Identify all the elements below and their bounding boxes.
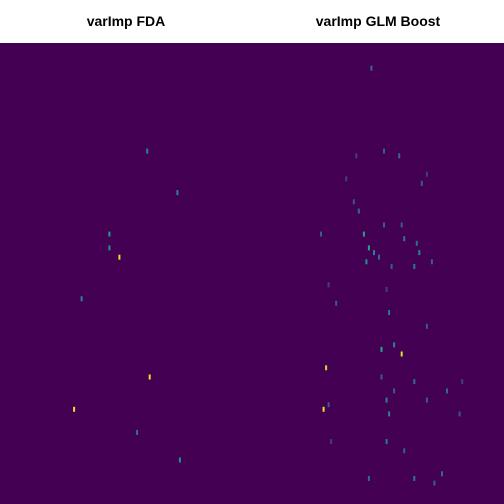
- heatmap-cell: [461, 379, 464, 385]
- heatmap-plot-area: [0, 43, 504, 504]
- heatmap-cell: [385, 286, 388, 292]
- heatmap-cell: [413, 263, 416, 269]
- heatmap-cell: [413, 475, 416, 481]
- heatmap-cell: [118, 254, 121, 260]
- heatmap-cell: [433, 480, 436, 486]
- heatmap-cell: [355, 153, 358, 159]
- heatmap-cell: [418, 250, 421, 256]
- heatmap-cell: [327, 282, 330, 288]
- heatmap-cell: [425, 171, 428, 177]
- heatmap-cell: [420, 180, 423, 186]
- heatmap-cell: [441, 471, 443, 477]
- heatmap-cell: [146, 148, 149, 154]
- heatmap-cell: [388, 411, 391, 417]
- heatmap-cell: [383, 148, 385, 154]
- heatmap-cell: [400, 222, 403, 228]
- heatmap-cell: [373, 250, 375, 256]
- heatmap-cell: [413, 379, 416, 385]
- heatmap-cell: [380, 374, 383, 380]
- heatmap-cell: [380, 346, 383, 352]
- heatmap-cell: [176, 190, 179, 196]
- heatmap-cell: [80, 296, 83, 302]
- heatmap-cell: [327, 402, 330, 408]
- heatmap-cell: [400, 351, 403, 357]
- heatmap-cell: [403, 236, 406, 242]
- heatmap-cell: [388, 310, 391, 315]
- heatmap-cell: [345, 176, 348, 182]
- heatmap-cell: [357, 208, 360, 214]
- heatmap-cell: [385, 439, 388, 445]
- heatmap-cell: [393, 342, 396, 348]
- heatmap-cell: [325, 365, 328, 371]
- heatmap-cell: [383, 222, 385, 228]
- heatmap-cell: [425, 397, 428, 403]
- heatmap-cell: [415, 240, 418, 246]
- heatmap-cell: [367, 475, 370, 481]
- heatmap-fda-cells: [73, 148, 181, 463]
- heatmap-cell: [352, 199, 355, 205]
- heatmap-cell: [458, 411, 461, 417]
- heatmap-cell: [108, 231, 111, 237]
- heatmap-cell: [393, 388, 396, 394]
- panel-title-glm-boost: varImp GLM Boost: [315, 13, 441, 29]
- title-bar: varImp FDA varImp GLM Boost: [0, 0, 504, 43]
- heatmap-cell: [370, 65, 373, 71]
- heatmap-cell: [425, 323, 428, 329]
- heatmap-cell: [73, 406, 76, 412]
- heatmap-cell: [398, 153, 401, 159]
- heatmap-cell: [446, 388, 448, 394]
- heatmap-cell: [430, 259, 433, 265]
- heatmap-cell: [108, 245, 111, 251]
- heatmap-cell: [378, 254, 380, 260]
- heatmap-cell: [320, 231, 322, 237]
- heatmap-cell: [403, 448, 406, 454]
- heatmap-glm-boost-cells: [320, 65, 464, 486]
- heatmap-cell: [362, 231, 365, 237]
- heatmap-cell: [385, 397, 388, 403]
- heatmap-cell: [335, 300, 338, 306]
- heatmap-background: [0, 43, 504, 504]
- heatmap-cell: [148, 374, 151, 380]
- heatmap-cell: [365, 259, 368, 265]
- heatmap-cell: [178, 457, 181, 463]
- heatmap-cell: [390, 263, 393, 269]
- heatmap-cell: [136, 429, 139, 435]
- panel-title-fda: varImp FDA: [86, 13, 166, 29]
- heatmap-cell: [322, 406, 325, 412]
- heatmap-cell: [330, 439, 333, 445]
- heatmap-cell: [367, 245, 370, 251]
